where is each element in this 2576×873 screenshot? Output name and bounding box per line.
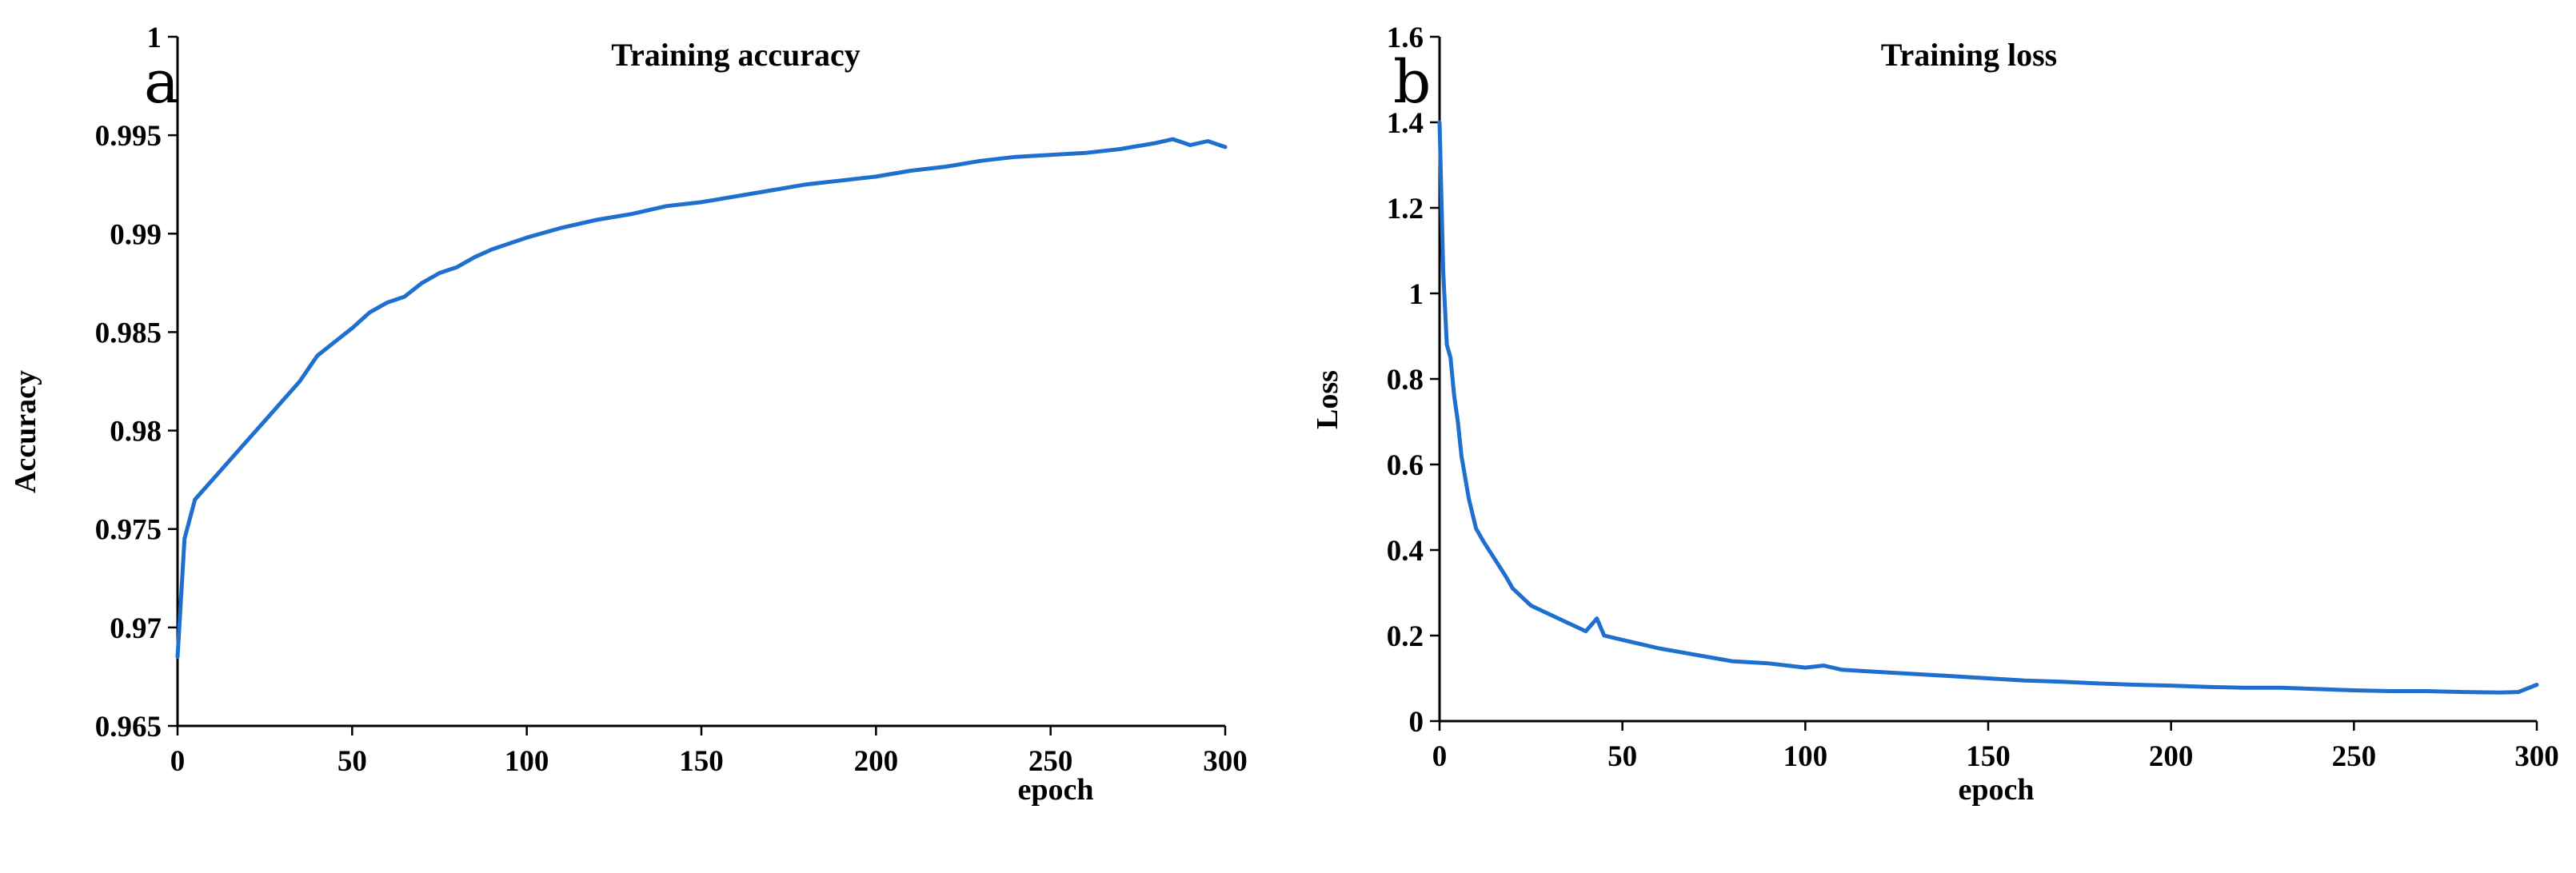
- chart-title-accuracy: Training accuracy: [611, 37, 860, 73]
- y-tick-label: 1.6: [1387, 22, 1424, 54]
- series-group-accuracy: [175, 137, 1228, 660]
- y-tick-label: 0.98: [110, 416, 162, 448]
- x-tick-label: 200: [2149, 740, 2194, 773]
- x-tick-label: 300: [1203, 745, 1248, 778]
- x-tick-label: 50: [1608, 740, 1637, 773]
- y-tick-label: 1: [1409, 278, 1424, 311]
- y-tick-label: 0.975: [95, 514, 162, 547]
- axes-accuracy: 0.965 0.97 0.975 0.98 0.985 0.99 0.995 1 0 50 100 1…: [95, 22, 1248, 778]
- y-tick-label: 0.965: [95, 711, 162, 743]
- series-line-loss: [1437, 120, 2539, 695]
- x-tick-label: 0: [170, 745, 186, 778]
- y-tick-label: 0.2: [1387, 620, 1424, 653]
- y-tick-label: 1.2: [1387, 193, 1424, 225]
- y-axis-title-loss: Loss: [1311, 370, 1344, 429]
- x-tick-label: 300: [2514, 740, 2559, 773]
- y-tick-label: 1: [147, 22, 162, 54]
- y-tick-label: 0.4: [1387, 535, 1424, 568]
- x-axis-title-accuracy: epoch: [1018, 773, 1094, 807]
- series-line-accuracy: [175, 137, 1228, 660]
- x-tick-label: 250: [2332, 740, 2377, 773]
- y-axis-title-accuracy: Accuracy: [9, 370, 42, 493]
- x-tick-label: 150: [679, 745, 724, 778]
- y-tick-label: 0.995: [95, 120, 162, 153]
- x-tick-label: 150: [1966, 740, 2011, 773]
- x-axis-title-loss: epoch: [1959, 773, 2035, 807]
- y-tick-label: 1.4: [1387, 107, 1424, 140]
- chart-panel-accuracy: a Training accuracy epoch Accuracy 0.965…: [9, 22, 1248, 807]
- y-tick-label: 0.6: [1387, 449, 1424, 482]
- x-tick-label: 250: [1028, 745, 1073, 778]
- axes-loss: 0 0.2 0.4 0.6 0.8 1 1.2 1.4 1.6 0 50 100 150 200 250 30…: [1387, 22, 2559, 773]
- chart-title-loss: Training loss: [1881, 37, 2057, 73]
- y-tick-label: 0.8: [1387, 364, 1424, 397]
- series-group-loss: [1437, 120, 2539, 695]
- x-tick-label: 100: [505, 745, 549, 778]
- y-tick-label: 0: [1409, 706, 1424, 739]
- y-tick-label: 0.99: [110, 218, 162, 251]
- x-tick-label: 200: [854, 745, 899, 778]
- x-tick-label: 0: [1432, 740, 1448, 773]
- chart-panel-loss: b Training loss epoch Loss 0 0.2 0.4 0.6 0.8…: [1311, 22, 2559, 807]
- y-tick-label: 0.97: [110, 612, 162, 645]
- x-tick-label: 100: [1783, 740, 1828, 773]
- x-tick-label: 50: [337, 745, 367, 778]
- panel-label-a: a: [144, 48, 179, 117]
- y-tick-label: 0.985: [95, 317, 162, 349]
- panel-label-b: b: [1393, 48, 1431, 117]
